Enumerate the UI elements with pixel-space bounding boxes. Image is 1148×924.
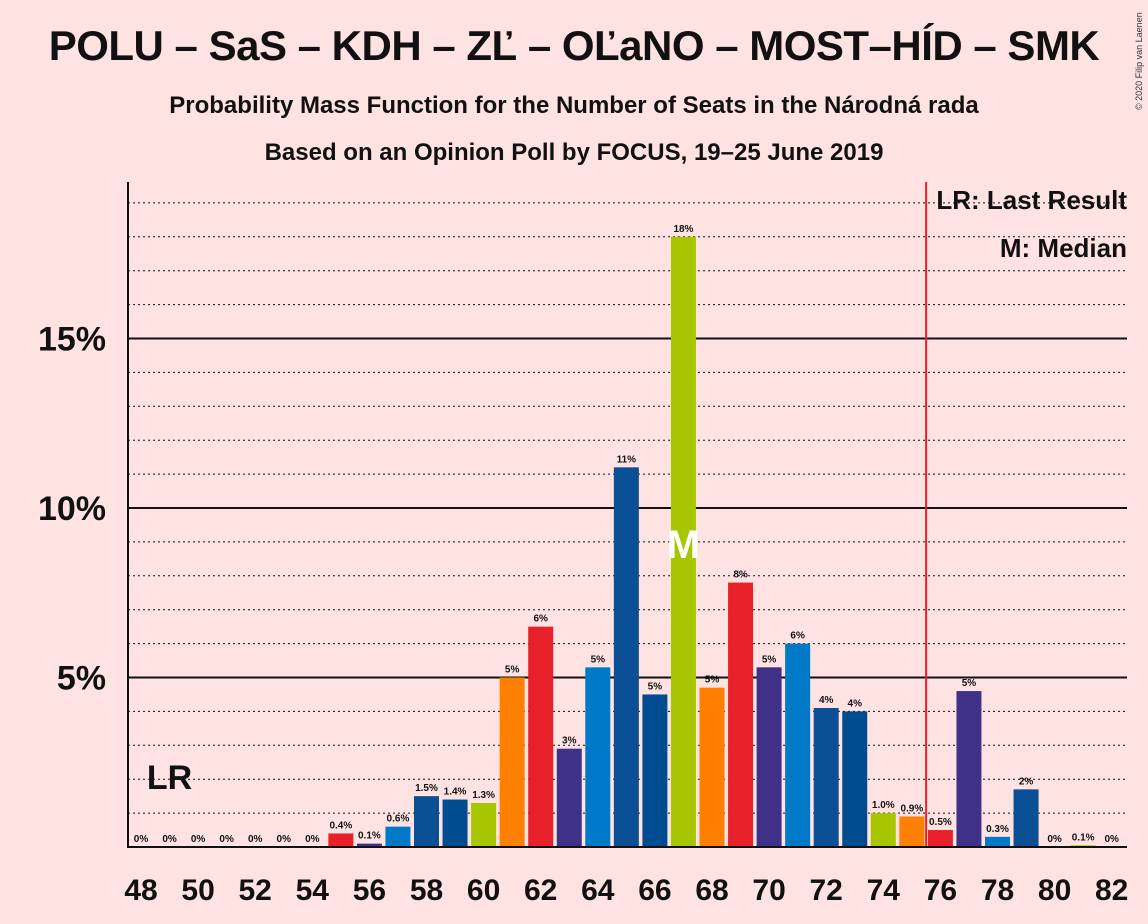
- x-tick-label: 62: [524, 874, 557, 907]
- bar-seat-65: [613, 467, 639, 847]
- bar-value-label: 5%: [648, 681, 663, 692]
- bars: 0% 0% 0% 0% 0% 0% 0% 0.4% 0.1% 0.6% 1.5% 1.4% 1.3% 5%…: [134, 182, 1119, 848]
- x-tick-label: 52: [239, 874, 272, 907]
- bar-seat-77: [956, 691, 982, 847]
- bar-value-label: 5%: [505, 665, 520, 676]
- bar-value-label: 1.4%: [444, 787, 467, 798]
- bar-seat-70: [756, 667, 782, 847]
- bar-seat-78: [985, 836, 1010, 847]
- bar-value-label: 0.1%: [1072, 832, 1095, 843]
- bar-seat-63: [556, 748, 582, 847]
- x-tick-label: 66: [638, 874, 671, 907]
- bar-seat-64: [585, 667, 611, 847]
- last-result-marker: LR: [147, 759, 192, 797]
- bar-seat-73: [842, 711, 868, 847]
- bar-value-label: 4%: [819, 695, 834, 706]
- bar-value-label: 0.6%: [387, 814, 410, 825]
- median-marker: M: [667, 523, 700, 567]
- bar-seat-79: [1013, 789, 1039, 847]
- bar-seat-58: [414, 796, 439, 847]
- bar-seat-62: [528, 626, 554, 847]
- bar-value-label: 0%: [248, 834, 263, 845]
- bar-value-label: 0.4%: [329, 820, 352, 831]
- legend-last-result: LR: Last Result: [936, 185, 1127, 215]
- x-tick-label: 82: [1095, 874, 1128, 907]
- y-tick-label: 5%: [57, 660, 106, 698]
- y-tick-label: 10%: [38, 490, 106, 528]
- bar-seat-60: [471, 802, 497, 847]
- bar-seat-75: [899, 816, 925, 847]
- legend: LR: Last Result M: Median: [936, 185, 1127, 263]
- x-tick-label: 60: [467, 874, 500, 907]
- y-tick-label: 15%: [38, 321, 106, 359]
- x-tick-label: 78: [981, 874, 1014, 907]
- x-tick-label: 72: [810, 874, 843, 907]
- bar-seat-56: [356, 843, 382, 847]
- chart-subtitle: Probability Mass Function for the Number…: [169, 92, 979, 119]
- bar-value-label: 5%: [762, 654, 777, 665]
- bar-value-label: 0%: [305, 834, 320, 845]
- bar-seat-71: [785, 643, 811, 847]
- bar-value-label: 4%: [848, 698, 863, 709]
- bar-value-label: 0.9%: [900, 803, 923, 814]
- bar-value-label: 0.3%: [986, 824, 1009, 835]
- bar-value-label: 6%: [790, 631, 805, 642]
- chart-title: POLU – SaS – KDH – ZĽ – OĽaNO – MOST–HÍD…: [48, 22, 1100, 69]
- bar-value-label: 1.0%: [872, 800, 895, 811]
- x-tick-label: 54: [296, 874, 330, 907]
- x-tick-label: 48: [124, 874, 157, 907]
- x-tick-label: 76: [924, 874, 957, 907]
- bar-value-label: 0.1%: [358, 831, 381, 842]
- x-tick-label: 68: [695, 874, 728, 907]
- gridlines: [128, 202, 1127, 814]
- bar-value-label: 1.3%: [472, 790, 495, 801]
- bar-value-label: 0%: [134, 834, 149, 845]
- bar-value-label: 11%: [617, 454, 637, 465]
- bar-value-label: 0%: [191, 834, 206, 845]
- bar-seat-68: [699, 687, 725, 847]
- x-tick-label: 74: [867, 874, 901, 907]
- bar-value-label: 6%: [533, 614, 548, 625]
- bar-value-label: 1.5%: [415, 783, 438, 794]
- bar-value-label: 0.5%: [929, 817, 952, 828]
- bar-seat-55: [328, 833, 354, 847]
- x-tick-label: 56: [353, 874, 386, 907]
- axes: 5% 10% 15% 48 50 52 54 56 58 60 62 64 66 68 70 72 74 76 78…: [38, 182, 1128, 907]
- bar-value-label: 0%: [1047, 834, 1062, 845]
- bar-seat-76: [927, 830, 953, 847]
- bar-value-label: 0%: [219, 834, 234, 845]
- bar-seat-69: [728, 582, 754, 847]
- bar-value-label: 3%: [562, 736, 577, 747]
- x-tick-label: 64: [581, 874, 615, 907]
- bar-value-label: 5%: [962, 678, 977, 689]
- x-tick-label: 80: [1038, 874, 1071, 907]
- bar-value-label: 8%: [733, 570, 748, 581]
- legend-median: M: Median: [1000, 233, 1127, 263]
- bar-value-label: 2%: [1019, 776, 1034, 787]
- bar-value-label: 5%: [591, 654, 606, 665]
- bar-seat-72: [813, 708, 839, 847]
- x-tick-label: 70: [752, 874, 785, 907]
- bar-seat-57: [385, 826, 411, 847]
- bar-value-label: 0%: [277, 834, 292, 845]
- x-tick-label: 58: [410, 874, 443, 907]
- bar-value-label: 18%: [673, 224, 693, 235]
- bar-value-label: 0%: [162, 834, 177, 845]
- bar-seat-66: [642, 694, 668, 847]
- x-tick-label: 50: [181, 874, 214, 907]
- bar-value-label: 5%: [705, 675, 720, 686]
- bar-seat-61: [499, 677, 525, 847]
- bar-value-label: 0%: [1104, 834, 1119, 845]
- bar-seat-59: [442, 799, 468, 847]
- bar-seat-67: [670, 236, 696, 848]
- chart-source-note: Based on an Opinion Poll by FOCUS, 19–25…: [264, 139, 884, 166]
- bar-seat-74: [870, 813, 896, 847]
